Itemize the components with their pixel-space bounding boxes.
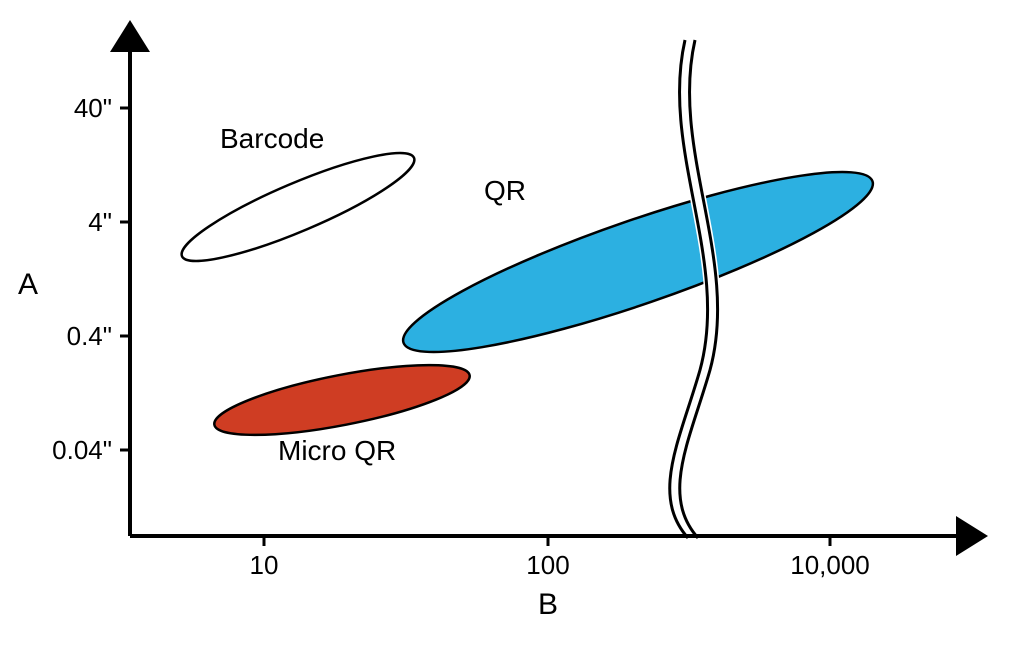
series-label-barcode: Barcode — [220, 123, 324, 154]
code-size-chart: 0.04" 0.4" 4" 40" 10 100 10,000 A B Barcode QR Mic… — [0, 0, 1024, 646]
y-tick-label: 0.04" — [52, 435, 112, 465]
x-tick-label: 100 — [526, 550, 569, 580]
series-ellipse-barcode — [173, 136, 424, 279]
series-ellipse-qr — [390, 142, 886, 383]
series-label-micro-qr: Micro QR — [278, 435, 396, 466]
y-tick-label: 0.4" — [67, 321, 112, 351]
x-tick-label: 10 — [250, 550, 279, 580]
x-axis-label: B — [538, 588, 558, 621]
y-tick-label: 40" — [74, 93, 112, 123]
x-tick-label: 10,000 — [790, 550, 870, 580]
series-label-qr: QR — [484, 175, 526, 206]
y-axis-label: A — [18, 268, 38, 301]
y-tick-label: 4" — [88, 207, 112, 237]
